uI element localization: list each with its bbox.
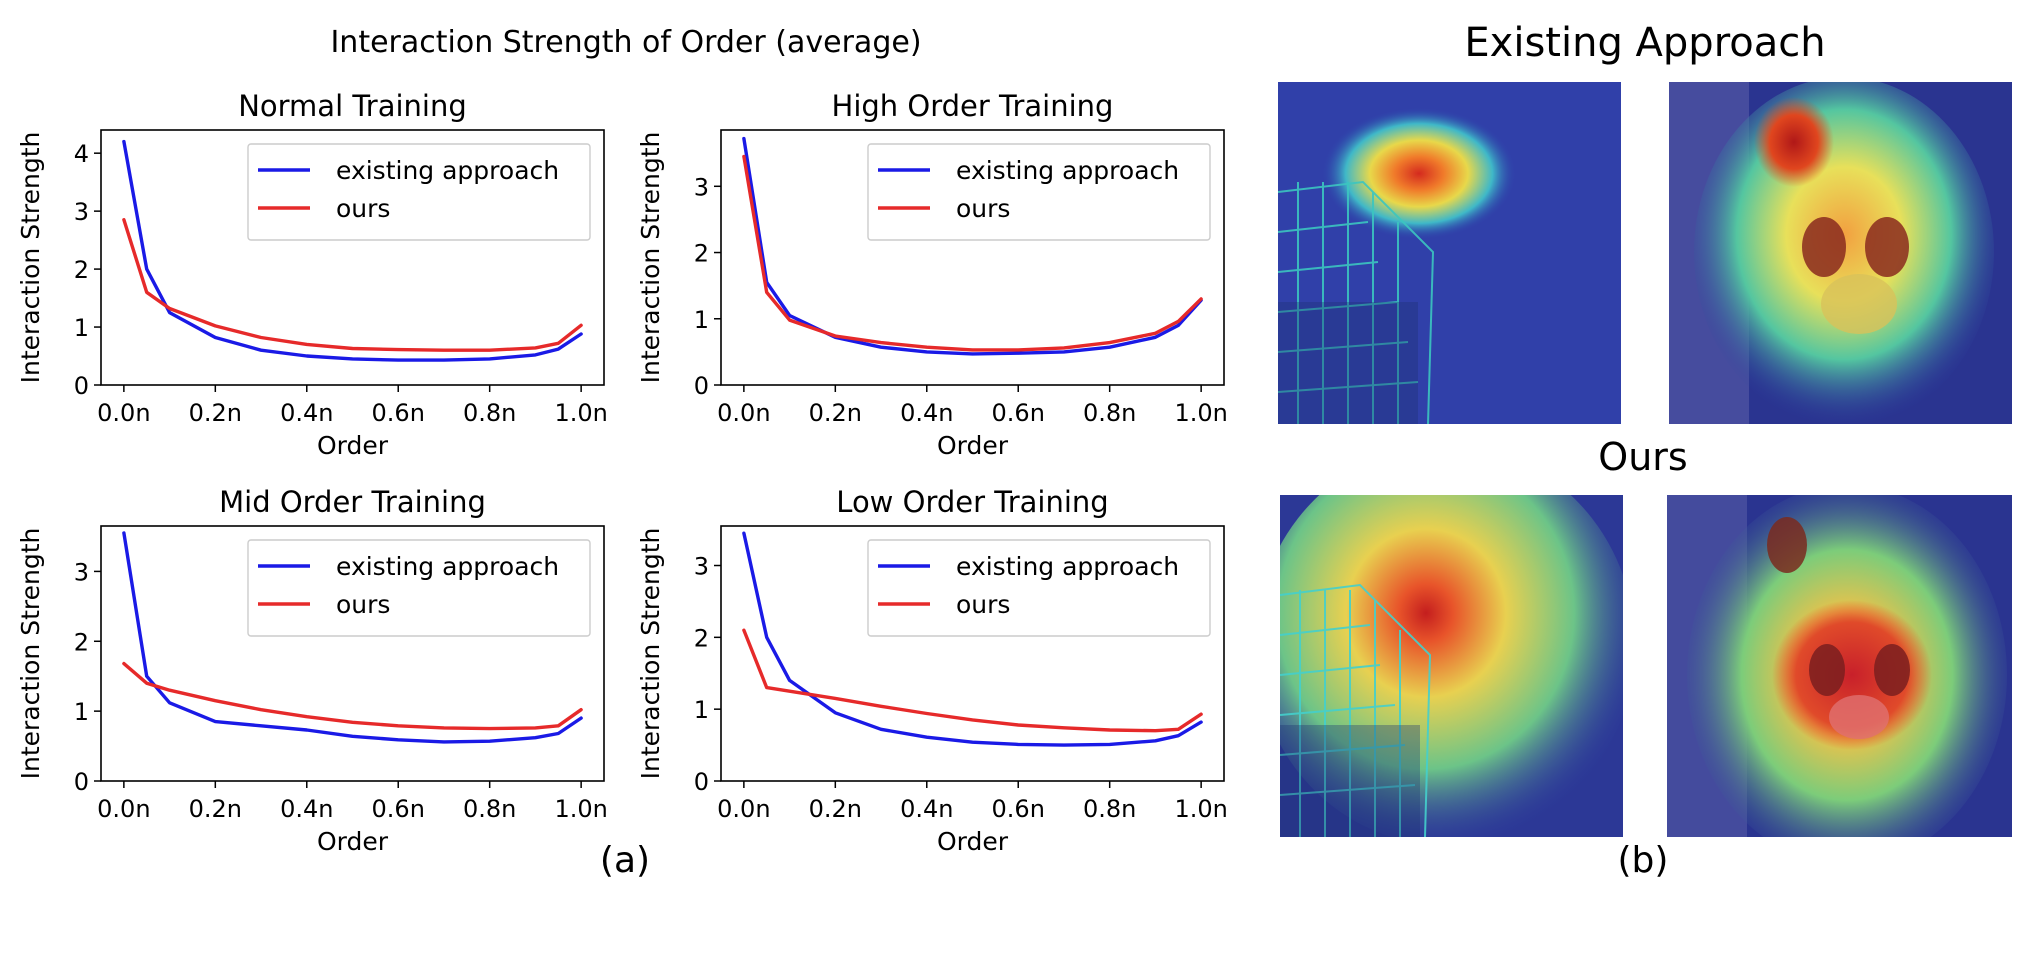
axes-frame	[720, 525, 1225, 782]
legend-label: existing approach	[956, 552, 1179, 581]
x-tick-label: 0.0n	[717, 399, 770, 427]
y-tick-label: 2	[74, 256, 89, 284]
x-tick-label: 0.4n	[900, 795, 953, 823]
right-panel-top-title: Existing Approach	[1464, 20, 1825, 66]
left-panel-caption: (a)	[600, 840, 650, 881]
legend-box	[867, 539, 1211, 637]
x-tick-label: 1.0n	[554, 795, 607, 823]
y-tick-label: 1	[694, 306, 709, 334]
y-tick-label: 0	[694, 768, 709, 796]
y-tick-label: 0	[74, 768, 89, 796]
chart-title: Low Order Training	[836, 485, 1108, 519]
legend-label: existing approach	[336, 156, 559, 185]
chart-high-order-training: High Order Training 0 1 2 3 0.0n 0.2n 0.4n 0.6n 0…	[636, 89, 1228, 460]
legend-label: ours	[956, 590, 1010, 619]
y-tick-label: 2	[694, 240, 709, 268]
series-line-ours	[122, 218, 583, 352]
legend-label: existing approach	[336, 552, 559, 581]
x-axis-label: Order	[937, 827, 1009, 856]
y-tick-label: 2	[74, 628, 89, 656]
x-axis-label: Order	[317, 431, 389, 460]
series-line-ours	[122, 661, 583, 731]
series-line-ours	[742, 628, 1203, 733]
x-tick-label: 0.4n	[280, 399, 333, 427]
axes-frame	[100, 525, 605, 782]
x-tick-label: 0.2n	[189, 399, 242, 427]
chart-mid-order-training: Mid Order Training 0 1 2 3 0.0n 0.2n 0.4n 0.6n 0.…	[16, 485, 608, 856]
x-tick-label: 0.8n	[1083, 795, 1136, 823]
x-tick-label: 0.6n	[992, 399, 1045, 427]
legend-box	[867, 143, 1211, 241]
y-tick-label: 1	[74, 314, 89, 342]
y-tick-label: 3	[694, 173, 709, 201]
y-axis-label: Interaction Strength	[636, 132, 665, 384]
chart-normal-training: Normal Training 0 1 2 3 4 0.0n 0.2n 0.4n 0.6n 0.8n…	[16, 89, 608, 460]
heatmap-ours-dog	[1280, 495, 1623, 837]
heatmap-existing-dog	[1278, 82, 1621, 424]
axes-frame	[720, 129, 1225, 386]
x-tick-label: 0.0n	[97, 795, 150, 823]
chart-title: Mid Order Training	[219, 485, 486, 519]
y-tick-label: 3	[74, 558, 89, 586]
x-tick-label: 0.8n	[463, 795, 516, 823]
chart-low-order-training: Low Order Training 0 1 2 3 0.0n 0.2n 0.4n 0.6n 0.…	[636, 485, 1228, 856]
y-axis-label: Interaction Strength	[636, 528, 665, 780]
x-tick-label: 0.8n	[463, 399, 516, 427]
right-panel-caption: (b)	[1618, 840, 1669, 881]
y-tick-label: 0	[74, 372, 89, 400]
x-tick-label: 0.4n	[280, 795, 333, 823]
chart-title: Normal Training	[238, 89, 467, 123]
x-axis-label: Order	[937, 431, 1009, 460]
x-tick-label: 0.6n	[992, 795, 1045, 823]
x-tick-label: 0.6n	[372, 795, 425, 823]
x-tick-label: 0.2n	[809, 795, 862, 823]
x-tick-label: 0.6n	[372, 399, 425, 427]
heatmap-existing-panda	[1669, 82, 2012, 424]
x-tick-label: 0.2n	[189, 795, 242, 823]
y-axis-label: Interaction Strength	[16, 528, 45, 780]
x-tick-label: 0.0n	[717, 795, 770, 823]
legend-label: ours	[336, 590, 390, 619]
y-tick-label: 3	[694, 553, 709, 581]
legend-label: existing approach	[956, 156, 1179, 185]
series-line-ours	[742, 154, 1203, 352]
right-panel-bottom-title: Ours	[1598, 435, 1687, 479]
x-tick-label: 1.0n	[1174, 795, 1227, 823]
x-tick-label: 1.0n	[554, 399, 607, 427]
series-line-existing-approach	[122, 531, 583, 744]
x-tick-label: 0.4n	[900, 399, 953, 427]
axes-frame	[100, 129, 605, 386]
x-axis-label: Order	[317, 827, 389, 856]
chart-title: High Order Training	[832, 89, 1114, 123]
y-tick-label: 2	[694, 624, 709, 652]
legend-box	[247, 143, 591, 241]
x-tick-label: 0.0n	[97, 399, 150, 427]
y-tick-label: 3	[74, 198, 89, 226]
left-panel-title: Interaction Strength of Order (average)	[330, 25, 921, 60]
y-tick-label: 4	[74, 140, 89, 168]
legend-label: ours	[336, 194, 390, 223]
y-tick-label: 0	[694, 372, 709, 400]
y-tick-label: 1	[694, 696, 709, 724]
series-line-existing-approach	[742, 531, 1203, 747]
y-tick-label: 1	[74, 698, 89, 726]
legend-label: ours	[956, 194, 1010, 223]
series-line-existing-approach	[742, 136, 1203, 356]
x-tick-label: 0.2n	[809, 399, 862, 427]
heatmap-ours-panda	[1667, 495, 2012, 837]
series-line-existing-approach	[122, 139, 583, 362]
x-tick-label: 0.8n	[1083, 399, 1136, 427]
legend-box	[247, 539, 591, 637]
y-axis-label: Interaction Strength	[16, 132, 45, 384]
x-tick-label: 1.0n	[1174, 399, 1227, 427]
